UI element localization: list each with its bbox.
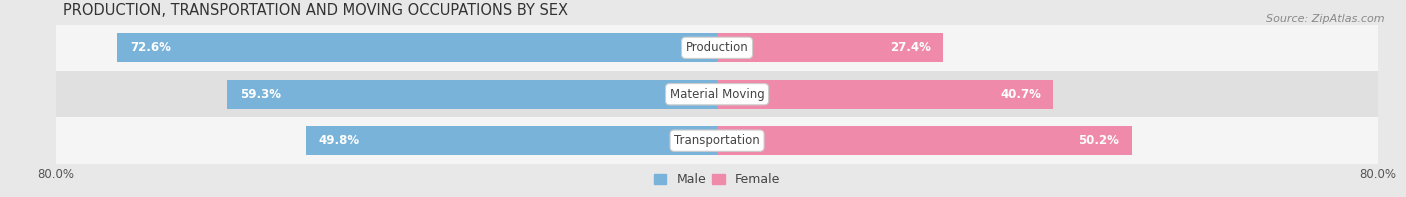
Text: Source: ZipAtlas.com: Source: ZipAtlas.com — [1267, 14, 1385, 24]
Bar — [228, 80, 717, 109]
Text: Transportation: Transportation — [675, 134, 759, 147]
Text: 72.6%: 72.6% — [129, 41, 170, 54]
Legend: Male, Female: Male, Female — [650, 168, 785, 191]
Text: 59.3%: 59.3% — [239, 88, 281, 101]
Bar — [717, 33, 943, 62]
Text: 50.2%: 50.2% — [1078, 134, 1119, 147]
Bar — [56, 71, 1378, 117]
Bar — [56, 25, 1378, 71]
Text: 49.8%: 49.8% — [318, 134, 359, 147]
Text: 27.4%: 27.4% — [890, 41, 931, 54]
Text: 40.7%: 40.7% — [1000, 88, 1040, 101]
Bar — [717, 80, 1053, 109]
Text: PRODUCTION, TRANSPORTATION AND MOVING OCCUPATIONS BY SEX: PRODUCTION, TRANSPORTATION AND MOVING OC… — [63, 3, 568, 18]
Bar — [305, 126, 717, 155]
Bar — [717, 126, 1132, 155]
Text: Production: Production — [686, 41, 748, 54]
Bar — [117, 33, 717, 62]
Text: Material Moving: Material Moving — [669, 88, 765, 101]
Bar — [56, 117, 1378, 164]
